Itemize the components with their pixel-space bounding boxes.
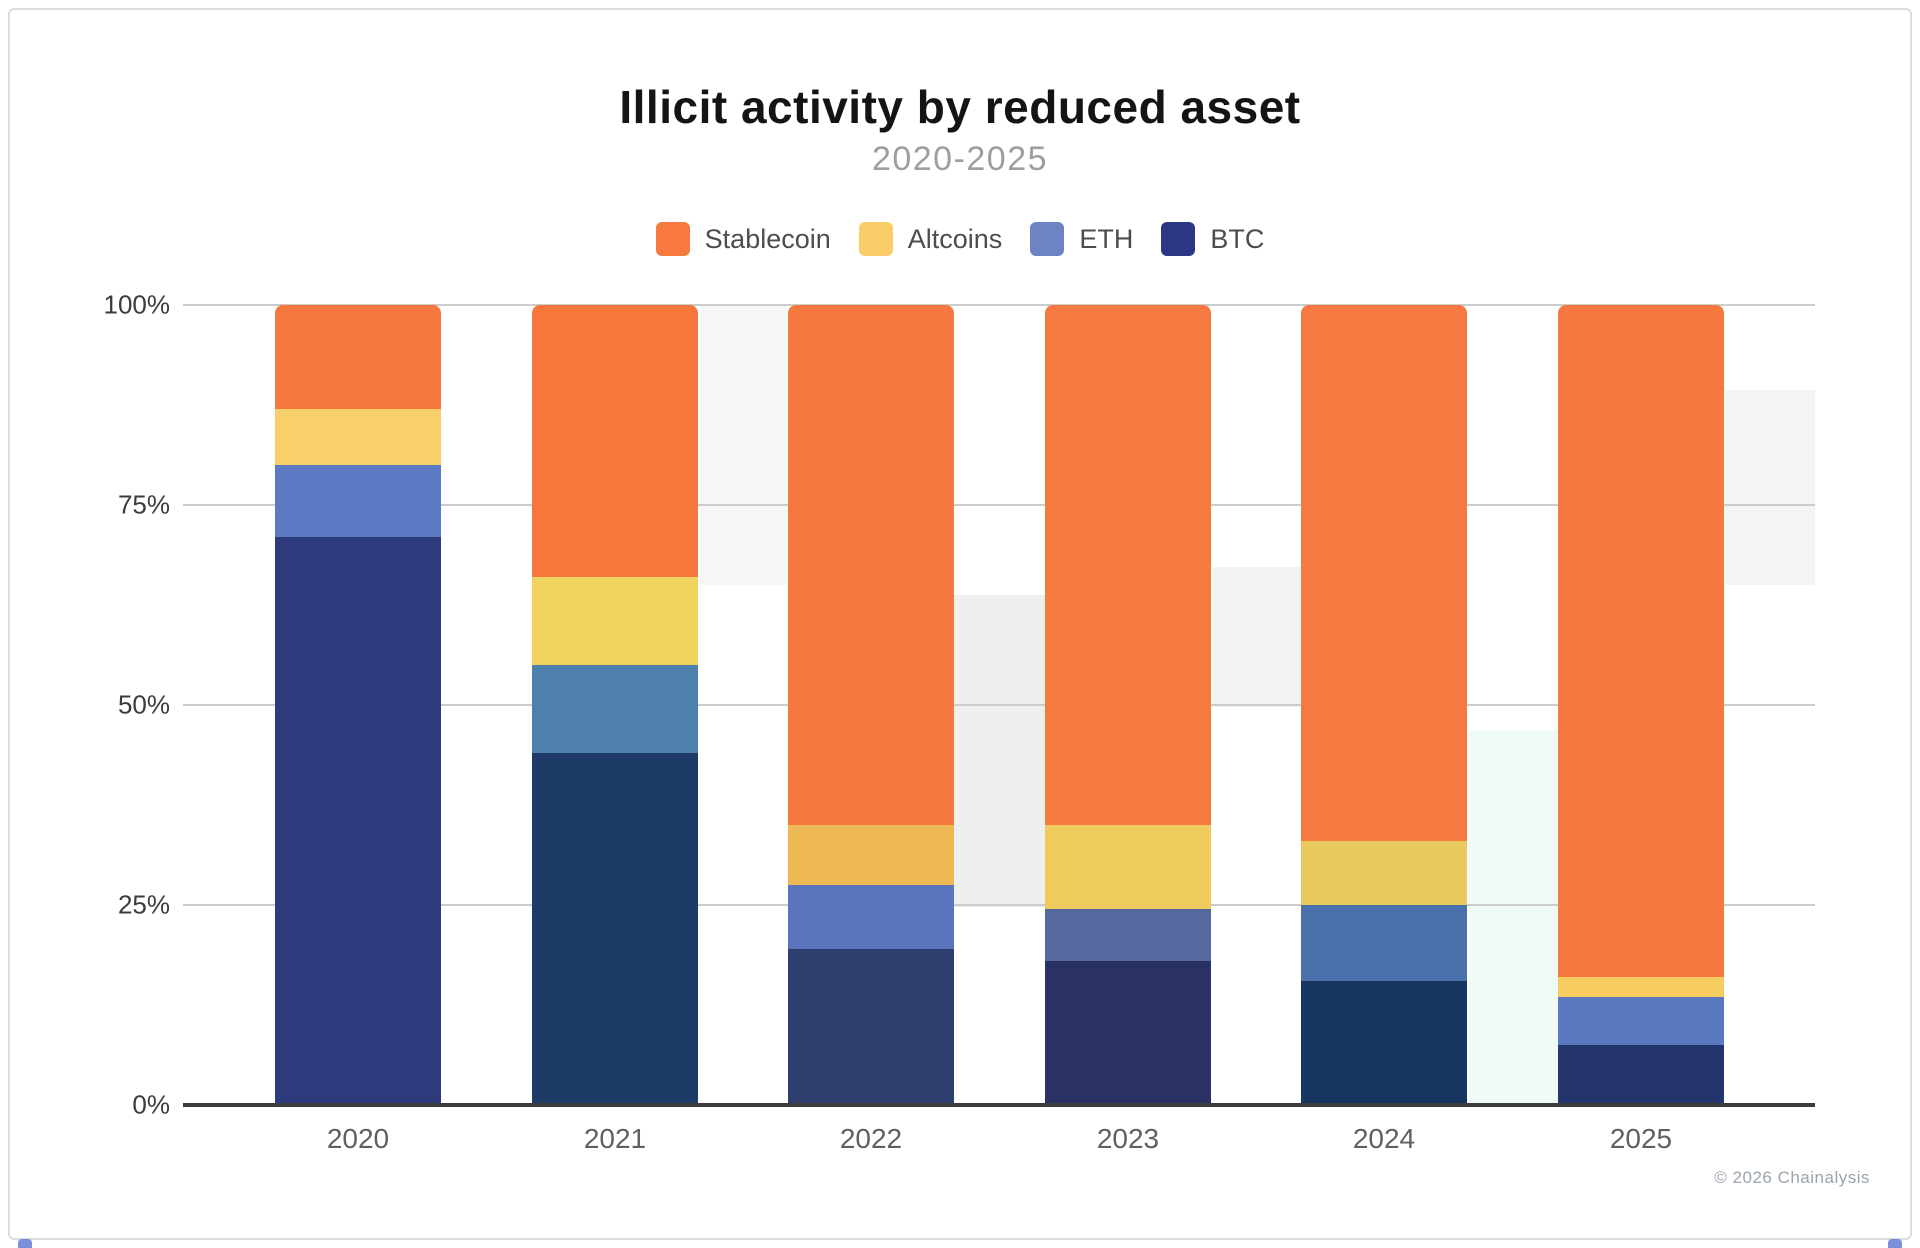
bar-segment-stablecoin-2021 [532, 305, 698, 577]
x-tick-label-2021: 2021 [583, 1123, 647, 1154]
x-axis-line [183, 1103, 1815, 1107]
background-band [700, 305, 787, 585]
bar-segment-stablecoin-2022 [788, 305, 954, 825]
legend-item-stablecoin: Stablecoin [655, 222, 831, 256]
bar-segment-altcoins-2023 [1045, 825, 1211, 909]
chart-title: Illicit activity by reduced asset [619, 81, 1301, 133]
eth-swatch-icon [1030, 222, 1065, 256]
legend-label: ETH [1079, 223, 1134, 254]
background-band [1725, 390, 1815, 585]
x-tick-label-2025: 2025 [1609, 1123, 1673, 1154]
gridline-100 [183, 304, 1815, 306]
bar-segment-btc-2025 [1558, 1045, 1724, 1105]
bar-2024 [1301, 305, 1467, 1105]
bar-segment-eth-2022 [788, 885, 954, 949]
y-tick-label: 50% [117, 689, 170, 720]
y-tick-label: 100% [103, 289, 171, 320]
corner-artifact [18, 1239, 32, 1248]
legend-item-altcoins: Altcoins [858, 222, 1003, 256]
bar-segment-stablecoin-2025 [1558, 305, 1724, 977]
bar-segment-eth-2024 [1301, 905, 1467, 981]
legend-item-btc: BTC [1161, 222, 1264, 256]
y-tick-label: 0% [132, 1089, 170, 1120]
bar-segment-stablecoin-2024 [1301, 305, 1467, 841]
bar-2023 [1045, 305, 1211, 1105]
bar-segment-btc-2024 [1301, 981, 1467, 1105]
legend-label: Altcoins [907, 223, 1003, 254]
altcoins-swatch-icon [858, 222, 893, 256]
stablecoin-swatch-icon [655, 222, 690, 256]
bar-2022 [788, 305, 954, 1105]
legend-label: BTC [1210, 223, 1265, 254]
y-tick-label: 75% [117, 489, 170, 520]
gridline-75 [183, 504, 1815, 506]
copyright-text: © 2026 Chainalysis [1714, 1168, 1870, 1187]
bar-segment-btc-2020 [275, 537, 441, 1105]
legend-item-eth: ETH [1030, 222, 1133, 256]
bar-segment-eth-2023 [1045, 909, 1211, 961]
gridline-25 [183, 904, 1815, 906]
corner-artifact [1888, 1239, 1902, 1248]
background-band [954, 595, 1045, 907]
chart-subtitle: 2020-2025 [871, 140, 1049, 178]
bar-segment-btc-2021 [532, 753, 698, 1105]
bar-segment-eth-2025 [1558, 997, 1724, 1045]
bar-segment-stablecoin-2023 [1045, 305, 1211, 825]
legend: Stablecoin Altcoins ETH BTC [0, 222, 1920, 256]
bar-segment-altcoins-2021 [532, 577, 698, 665]
x-tick-label-2022: 2022 [839, 1123, 903, 1154]
bar-segment-altcoins-2020 [275, 409, 441, 465]
y-tick-label: 25% [117, 889, 170, 920]
background-band [1213, 567, 1302, 707]
legend-label: Stablecoin [704, 223, 831, 254]
bar-2025 [1558, 305, 1724, 1105]
bar-segment-eth-2021 [532, 665, 698, 753]
bar-segment-stablecoin-2020 [275, 305, 441, 409]
bar-segment-eth-2020 [275, 465, 441, 537]
x-tick-label-2020: 2020 [326, 1123, 390, 1154]
bar-2021 [532, 305, 698, 1105]
bar-segment-btc-2022 [788, 949, 954, 1105]
bar-segment-altcoins-2025 [1558, 977, 1724, 997]
btc-swatch-icon [1161, 222, 1196, 256]
bar-2020 [275, 305, 441, 1105]
x-tick-label-2024: 2024 [1352, 1123, 1416, 1154]
background-band [1469, 730, 1558, 1105]
x-tick-label-2023: 2023 [1096, 1123, 1160, 1154]
bar-segment-altcoins-2024 [1301, 841, 1467, 905]
bar-segment-btc-2023 [1045, 961, 1211, 1105]
plot-area [183, 304, 1815, 1107]
gridline-50 [183, 704, 1815, 706]
bar-segment-altcoins-2022 [788, 825, 954, 885]
